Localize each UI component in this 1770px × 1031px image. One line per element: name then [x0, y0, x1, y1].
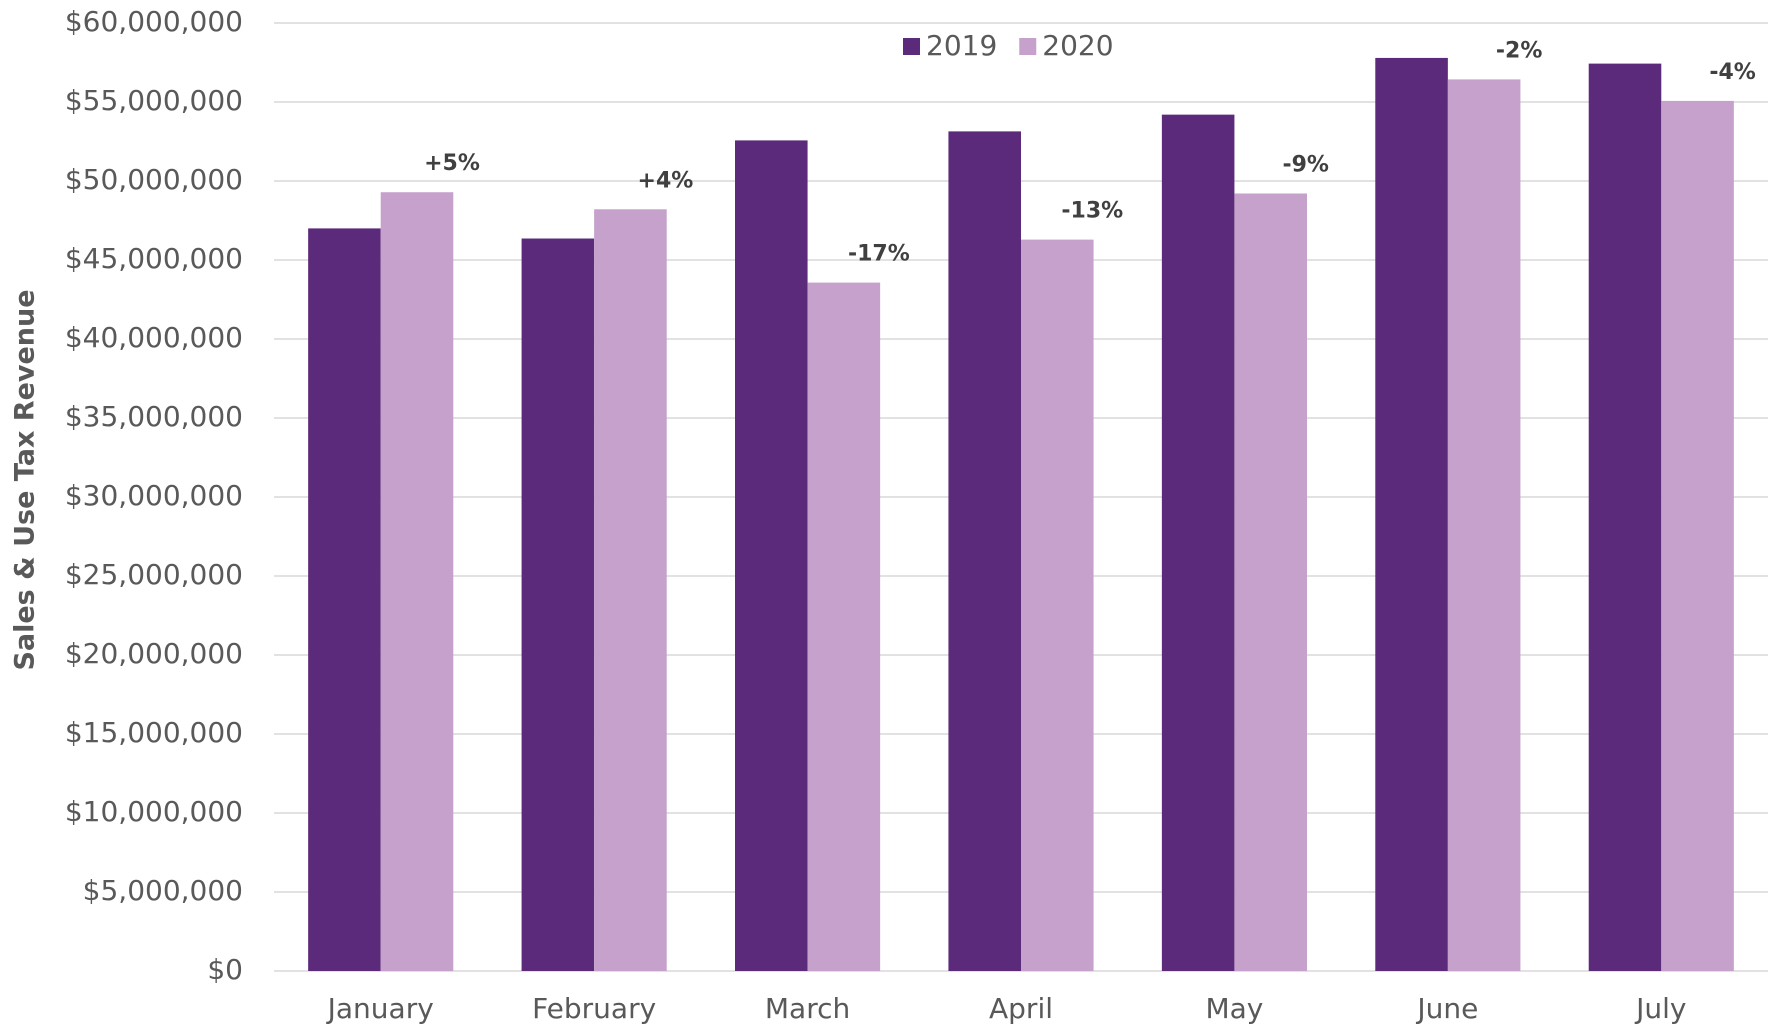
bar [1588, 63, 1662, 971]
legend-swatch [1019, 38, 1037, 55]
x-tick-label: July [1634, 992, 1686, 1025]
bar [521, 238, 595, 972]
annotation: +4% [638, 168, 694, 193]
y-tick-label: $40,000,000 [65, 321, 243, 354]
bar [594, 209, 667, 972]
x-tick-label: June [1415, 992, 1478, 1025]
y-axis-title: Sales & Use Tax Revenue [10, 289, 41, 670]
legend-label: 2019 [926, 29, 997, 62]
annotation: +5% [424, 151, 480, 176]
legend-swatch [903, 38, 920, 55]
legend-label: 2020 [1042, 29, 1113, 62]
x-tick-label: March [765, 992, 850, 1025]
bar [1661, 100, 1734, 972]
bar [1234, 193, 1307, 971]
annotation: -17% [848, 242, 910, 267]
y-tick-label: $0 [207, 953, 243, 986]
y-tick-label: $60,000,000 [65, 5, 243, 38]
y-tick-label: $25,000,000 [65, 558, 243, 591]
bar [1375, 57, 1448, 972]
annotation: -9% [1282, 152, 1328, 177]
bar [1161, 114, 1235, 971]
y-tick-label: $50,000,000 [65, 163, 243, 196]
y-tick-label: $45,000,000 [65, 242, 243, 275]
annotation: -4% [1709, 60, 1755, 85]
x-tick-label: February [532, 992, 656, 1025]
x-tick-label: January [326, 992, 434, 1025]
bar [380, 192, 454, 971]
y-tick-label: $5,000,000 [83, 874, 243, 907]
bar [1447, 79, 1521, 971]
bar [948, 131, 1021, 971]
bar [735, 140, 808, 972]
annotation: -2% [1496, 38, 1542, 63]
x-tick-label: May [1205, 992, 1263, 1025]
y-tick-label: $35,000,000 [65, 400, 243, 433]
y-tick-label: $55,000,000 [65, 84, 243, 117]
y-tick-label: $20,000,000 [65, 637, 243, 670]
bar [308, 228, 381, 971]
annotation: -13% [1061, 199, 1123, 224]
y-tick-label: $10,000,000 [65, 795, 243, 828]
bar [1021, 239, 1094, 972]
y-tick-label: $15,000,000 [65, 716, 243, 749]
y-tick-label: $30,000,000 [65, 479, 243, 512]
bar [807, 282, 881, 971]
x-tick-label: April [989, 992, 1053, 1025]
